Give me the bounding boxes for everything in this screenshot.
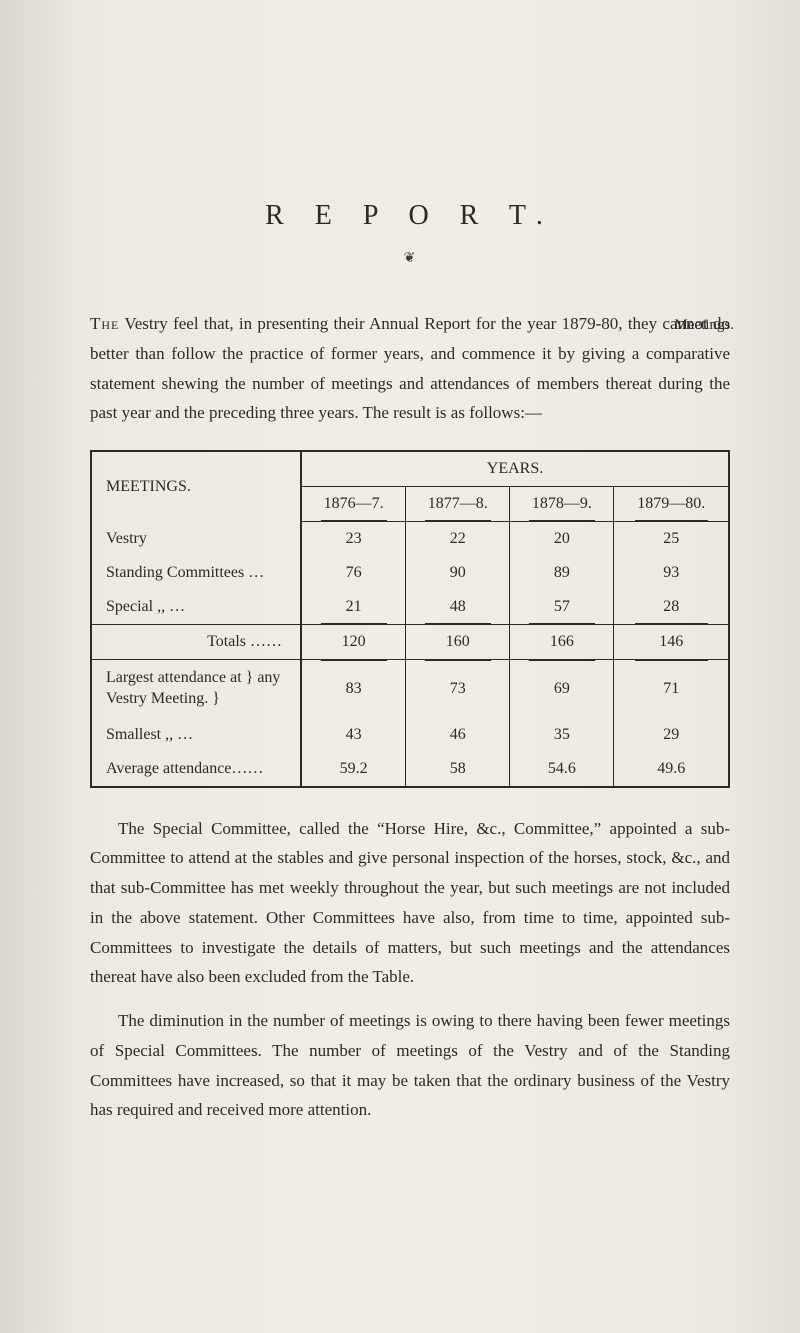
cell: 46 — [406, 718, 510, 752]
cell: 69 — [510, 660, 614, 718]
cell: 49.6 — [614, 752, 729, 787]
meetings-header: MEETINGS. — [91, 451, 301, 522]
cell: 83 — [301, 660, 406, 718]
intro-lead: The — [90, 314, 119, 333]
table-row: Average attendance…… 59.2 58 54.6 49.6 — [91, 752, 729, 787]
cell: 21 — [301, 590, 406, 625]
col-1879: 1879—80. — [614, 487, 729, 522]
row-label-largest: Largest attendance at } any Vestry Meeti… — [91, 660, 301, 718]
cell: 20 — [510, 522, 614, 557]
cell: 29 — [614, 718, 729, 752]
table-row: Vestry 23 22 20 25 — [91, 522, 729, 557]
cell: 166 — [510, 625, 614, 660]
cell: 35 — [510, 718, 614, 752]
table-totals-row: Totals …… 120 160 166 146 — [91, 625, 729, 660]
table-row: Special ,, … 21 48 57 28 — [91, 590, 729, 625]
meetings-table: MEETINGS. YEARS. 1876—7. 1877—8. 1878—9.… — [90, 450, 730, 788]
years-header: YEARS. — [301, 451, 729, 487]
cell: 57 — [510, 590, 614, 625]
row-label-vestry: Vestry — [91, 522, 301, 557]
row-label-special: Special ,, … — [91, 590, 301, 625]
report-title: R E P O R T. — [90, 200, 730, 232]
cell: 48 — [406, 590, 510, 625]
cell: 146 — [614, 625, 729, 660]
body-paragraph-2: The diminution in the number of meetings… — [90, 1006, 730, 1125]
col-1877: 1877—8. — [406, 487, 510, 522]
table-row: Smallest ,, … 43 46 35 29 — [91, 718, 729, 752]
cell: 71 — [614, 660, 729, 718]
cell: 90 — [406, 556, 510, 590]
cell: 58 — [406, 752, 510, 787]
col-1876: 1876—7. — [301, 487, 406, 522]
table-row: Largest attendance at } any Vestry Meeti… — [91, 660, 729, 718]
row-label-standing: Standing Committees … — [91, 556, 301, 590]
cell: 23 — [301, 522, 406, 557]
cell: 28 — [614, 590, 729, 625]
cell: 43 — [301, 718, 406, 752]
ornament: ❦ — [90, 250, 730, 267]
cell: 120 — [301, 625, 406, 660]
col-1878: 1878—9. — [510, 487, 614, 522]
body-paragraph-1: The Special Committee, called the “Horse… — [90, 814, 730, 993]
cell: 160 — [406, 625, 510, 660]
cell: 59.2 — [301, 752, 406, 787]
row-label-smallest: Smallest ,, … — [91, 718, 301, 752]
cell: 76 — [301, 556, 406, 590]
cell: 73 — [406, 660, 510, 718]
table-header-row: MEETINGS. YEARS. — [91, 451, 729, 487]
intro-paragraph: Meetings. The Vestry feel that, in prese… — [90, 309, 730, 428]
intro-rest: Vestry feel that, in presenting their An… — [90, 314, 730, 422]
row-label-totals: Totals …… — [91, 625, 301, 660]
cell: 22 — [406, 522, 510, 557]
title-block: R E P O R T. — [90, 200, 730, 232]
cell: 89 — [510, 556, 614, 590]
margin-note-meetings: Meetings. — [674, 312, 734, 338]
table-row: Standing Committees … 76 90 89 93 — [91, 556, 729, 590]
page: R E P O R T. ❦ Meetings. The Vestry feel… — [0, 0, 800, 1333]
cell: 93 — [614, 556, 729, 590]
cell: 54.6 — [510, 752, 614, 787]
row-label-average: Average attendance…… — [91, 752, 301, 787]
cell: 25 — [614, 522, 729, 557]
